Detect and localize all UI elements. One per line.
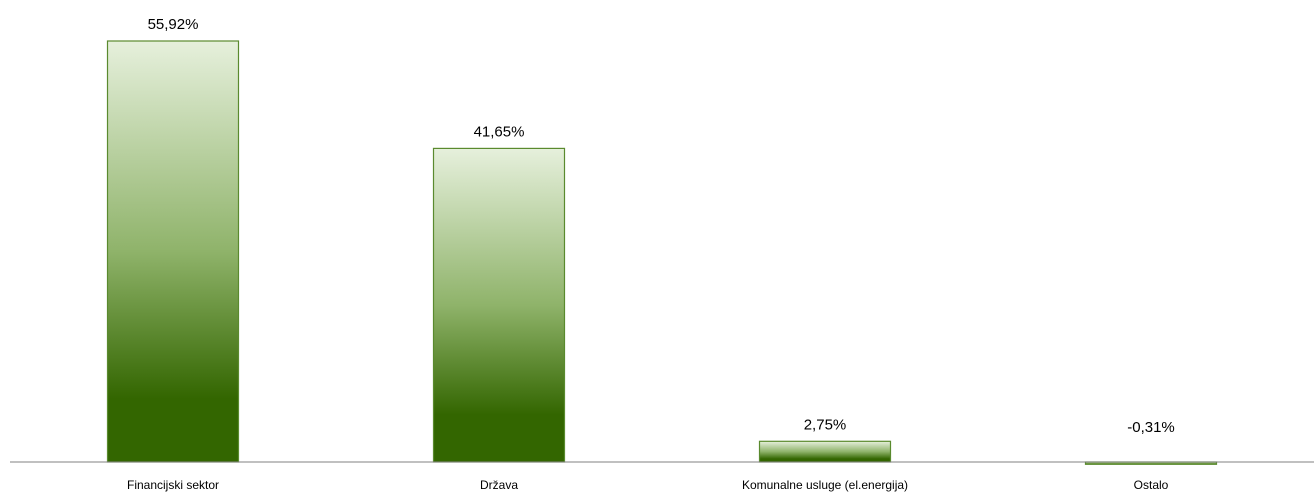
category-label-1: Financijski sektor: [127, 478, 219, 492]
value-label-2: 41,65%: [474, 123, 525, 140]
value-labels-group: 55,92% 41,65% 2,75% -0,31%: [148, 16, 1175, 436]
value-label-4: -0,31%: [1127, 419, 1175, 436]
bar-1: [106, 40, 240, 463]
category-label-3: Komunalne usluge (el.energija): [742, 478, 908, 492]
category-label-2: Država: [480, 478, 518, 492]
value-label-1: 55,92%: [148, 16, 199, 33]
bar-2: [432, 147, 566, 463]
category-label-4: Ostalo: [1134, 478, 1169, 492]
bar-3: [758, 440, 892, 463]
category-labels-group: Financijski sektor Država Komunalne usluge…: [127, 478, 1169, 492]
value-label-3: 2,75%: [804, 416, 847, 433]
bars-group: [106, 40, 1218, 465]
